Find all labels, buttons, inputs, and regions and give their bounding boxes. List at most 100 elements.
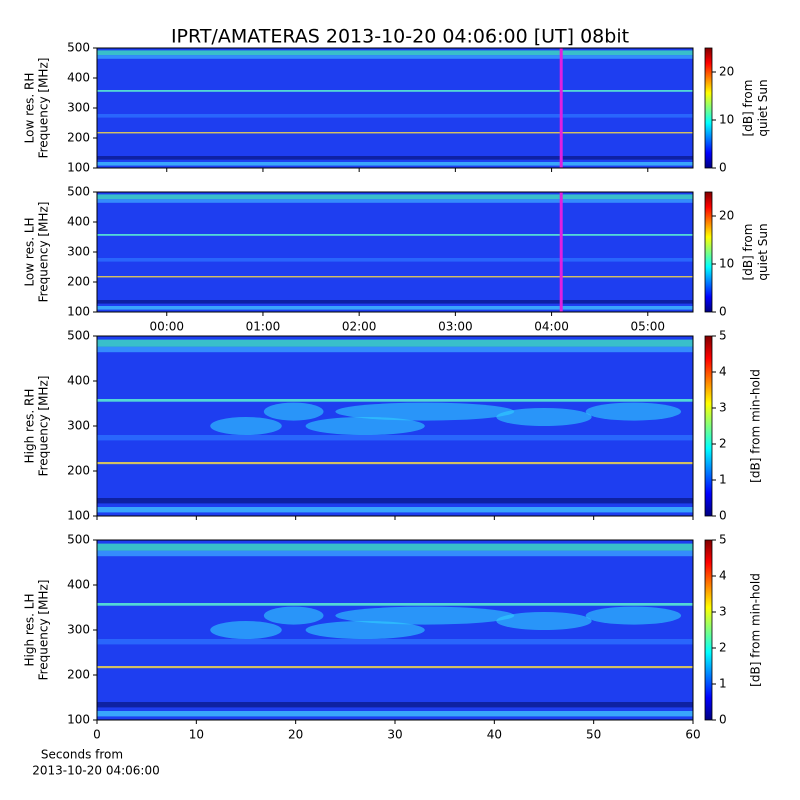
spectrogram-band <box>97 346 693 353</box>
spectrogram-band <box>97 50 693 56</box>
figure-title: IPRT/AMATERAS 2013-10-20 04:06:00 [UT] 0… <box>171 26 629 48</box>
y-tick-label: 400 <box>67 374 90 388</box>
spectrogram <box>97 192 693 312</box>
x-tick-label: 01:00 <box>246 320 281 334</box>
y-tick-label: 200 <box>67 668 90 682</box>
y-tick-label: 400 <box>67 71 90 85</box>
y-tick-label: 300 <box>67 245 90 259</box>
spectrogram-band <box>97 550 693 557</box>
colorbar-tick-label: 0 <box>719 713 727 727</box>
colorbar-label: [dB] from <box>741 224 755 281</box>
spectrogram-band <box>97 666 693 669</box>
spectrogram-blob <box>305 417 425 435</box>
spectrogram-band <box>97 639 693 645</box>
y-axis-label: Low res. LH <box>23 217 37 286</box>
spectrogram-band <box>97 462 693 465</box>
spectrogram-band <box>97 498 693 504</box>
spectrogram-blob <box>210 417 282 435</box>
y-axis-label: Frequency [MHz] <box>37 580 51 681</box>
spectrogram-blob <box>263 606 324 625</box>
x-tick-label: 10 <box>189 728 204 742</box>
colorbar-tick-label: 10 <box>719 257 734 271</box>
spectrogram-band <box>97 162 693 166</box>
spectrogram-blob <box>496 408 592 426</box>
spectrogram-band <box>97 199 693 203</box>
x-tick-label: 0 <box>93 728 101 742</box>
x-tick-label: 00:00 <box>149 320 184 334</box>
spectrogram-band <box>97 194 693 200</box>
colorbar-tick-label: 4 <box>719 569 727 583</box>
y-tick-label: 500 <box>67 533 90 547</box>
colorbar-label: [dB] from <box>741 80 755 137</box>
y-tick-label: 300 <box>67 623 90 637</box>
x-axis-label: 2013-10-20 04:06:00 <box>32 764 159 778</box>
colorbar-tick-label: 4 <box>719 365 727 379</box>
spectrogram-band <box>97 234 693 236</box>
spectrogram-band <box>97 114 693 118</box>
spectrogram-band <box>97 306 693 310</box>
spectrogram-band <box>97 90 693 92</box>
x-tick-label: 05:00 <box>630 320 665 334</box>
x-tick-label: 02:00 <box>342 320 377 334</box>
spectrogram-band <box>97 55 693 59</box>
colorbar-tick-label: 0 <box>719 161 727 175</box>
spectrogram-blob <box>585 606 682 625</box>
x-tick-label: 20 <box>288 728 303 742</box>
y-tick-label: 200 <box>67 275 90 289</box>
spectrogram-blob <box>335 606 515 625</box>
x-tick-label: 04:00 <box>534 320 569 334</box>
spectrogram-band <box>97 435 693 441</box>
y-axis-label: High res. LH <box>23 593 37 666</box>
colorbar <box>704 539 713 721</box>
colorbar <box>704 191 713 313</box>
spectrogram-blob <box>496 612 592 630</box>
y-tick-label: 300 <box>67 419 90 433</box>
x-axis-label: Seconds from <box>41 748 123 762</box>
y-tick-label: 500 <box>67 41 90 55</box>
y-tick-label: 400 <box>67 578 90 592</box>
spectrogram-blob <box>210 621 282 639</box>
y-tick-label: 100 <box>67 305 90 319</box>
y-tick-label: 100 <box>67 509 90 523</box>
colorbar-tick-label: 3 <box>719 605 727 619</box>
colorbar <box>704 47 713 169</box>
colorbar-label: quiet Sun <box>756 79 770 136</box>
y-tick-label: 200 <box>67 464 90 478</box>
y-axis-label: Frequency [MHz] <box>37 202 51 303</box>
colorbar-tick-label: 3 <box>719 401 727 415</box>
y-tick-label: 200 <box>67 131 90 145</box>
spectrogram-band <box>97 276 693 278</box>
x-tick-label: 30 <box>387 728 402 742</box>
colorbar-tick-label: 0 <box>719 509 727 523</box>
colorbar-tick-label: 5 <box>719 533 727 547</box>
colorbar-label: [dB] from min-hold <box>749 573 763 687</box>
spectrogram-band <box>97 339 693 347</box>
spectrogram <box>97 48 693 168</box>
y-tick-label: 300 <box>67 101 90 115</box>
colorbar-tick-label: 2 <box>719 437 727 451</box>
x-tick-label: 40 <box>487 728 502 742</box>
colorbar-tick-label: 20 <box>719 65 734 79</box>
spectrogram-band <box>97 399 693 402</box>
y-tick-label: 500 <box>67 329 90 343</box>
spectrogram-band <box>97 543 693 551</box>
spectrogram-band <box>97 702 693 708</box>
y-axis-label: High res. RH <box>23 389 37 464</box>
y-tick-label: 100 <box>67 713 90 727</box>
y-tick-label: 100 <box>67 161 90 175</box>
y-tick-label: 400 <box>67 215 90 229</box>
spectrogram-band <box>97 258 693 262</box>
y-axis-label: Frequency [MHz] <box>37 58 51 159</box>
spectrogram-band <box>97 300 693 304</box>
colorbar-label: quiet Sun <box>756 223 770 280</box>
y-axis-label: Frequency [MHz] <box>37 376 51 477</box>
colorbar-label: [dB] from min-hold <box>749 369 763 483</box>
spectrogram-blob <box>585 402 682 421</box>
spectrogram-band <box>97 156 693 160</box>
spectrogram-blob <box>263 402 324 421</box>
colorbar-tick-label: 10 <box>719 113 734 127</box>
colorbar-tick-label: 2 <box>719 641 727 655</box>
colorbar-tick-label: 1 <box>719 473 727 487</box>
spectrogram-blob <box>305 621 425 639</box>
